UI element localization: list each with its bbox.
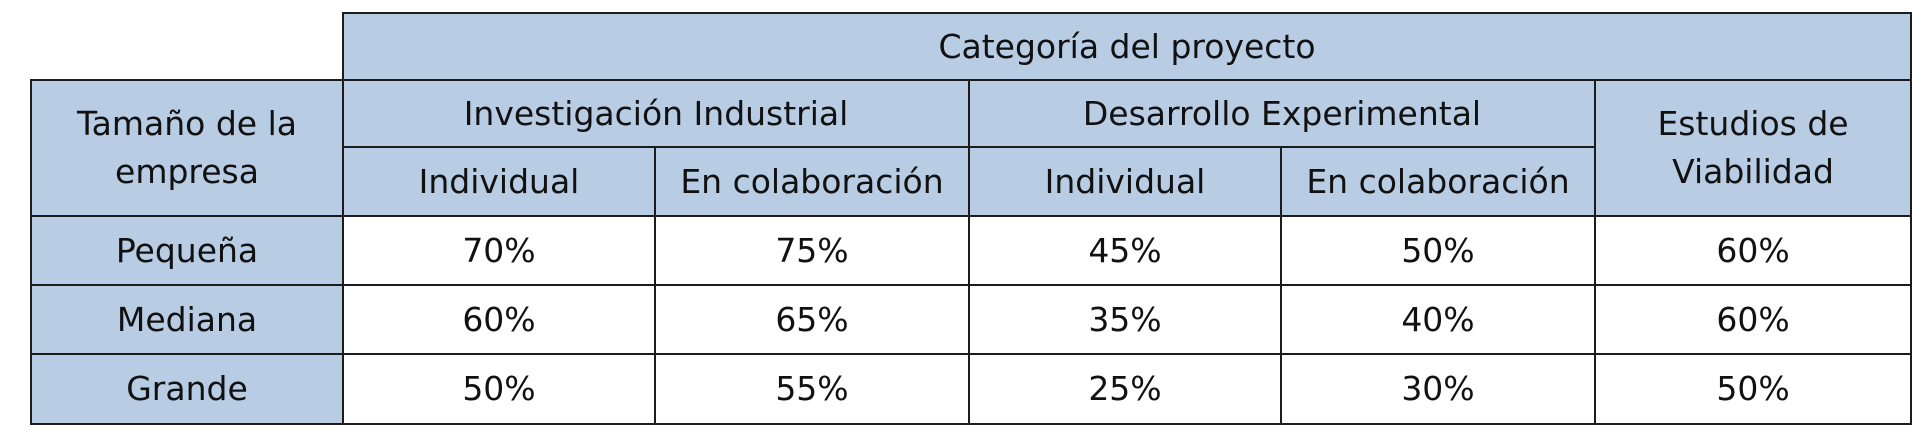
table-cell: 50% bbox=[1593, 353, 1913, 425]
table-row: Grande 50% 55% 25% 30% 50% bbox=[30, 353, 1913, 425]
feasibility-studies-header: Estudios de Viabilidad bbox=[1593, 79, 1913, 217]
table-cell: 30% bbox=[1280, 353, 1596, 425]
table-cell: 60% bbox=[342, 284, 656, 355]
row-label-medium: Mediana bbox=[30, 284, 344, 355]
table-cell: 75% bbox=[654, 215, 970, 286]
table-cell: 70% bbox=[342, 215, 656, 286]
funding-table: Categoría del proyecto Tamaño de la empr… bbox=[30, 12, 1913, 425]
experimental-development-header: Desarrollo Experimental bbox=[968, 79, 1596, 148]
feasibility-header-line-2: Viabilidad bbox=[1672, 152, 1834, 191]
industrial-research-header: Investigación Industrial bbox=[342, 79, 970, 148]
table-cell: 55% bbox=[654, 353, 970, 425]
company-size-header-line-1: Tamaño de la bbox=[76, 104, 297, 144]
table-row: Pequeña 70% 75% 45% 50% 60% bbox=[30, 215, 1913, 286]
table-cell: 60% bbox=[1593, 215, 1913, 286]
feasibility-header-line-1: Estudios de bbox=[1657, 104, 1849, 144]
industrial-individual-header: Individual bbox=[342, 146, 656, 217]
row-label-large: Grande bbox=[30, 353, 344, 425]
table-cell: 40% bbox=[1280, 284, 1596, 355]
company-size-header-line-2: empresa bbox=[115, 152, 259, 191]
table-cell: 35% bbox=[968, 284, 1282, 355]
table-cell: 25% bbox=[968, 353, 1282, 425]
experimental-individual-header: Individual bbox=[968, 146, 1282, 217]
table-cell: 65% bbox=[654, 284, 970, 355]
empty-corner-cell bbox=[31, 13, 344, 81]
table-cell: 50% bbox=[1280, 215, 1596, 286]
experimental-collaboration-header: En colaboración bbox=[1280, 146, 1596, 217]
industrial-collaboration-header: En colaboración bbox=[654, 146, 970, 217]
company-size-header: Tamaño de la empresa bbox=[30, 79, 344, 217]
project-category-header: Categoría del proyecto bbox=[341, 12, 1913, 81]
row-label-small: Pequeña bbox=[30, 215, 344, 286]
table-cell: 45% bbox=[968, 215, 1282, 286]
table-cell: 50% bbox=[342, 353, 656, 425]
table-row: Mediana 60% 65% 35% 40% 60% bbox=[30, 284, 1913, 355]
table-cell: 60% bbox=[1593, 284, 1913, 355]
